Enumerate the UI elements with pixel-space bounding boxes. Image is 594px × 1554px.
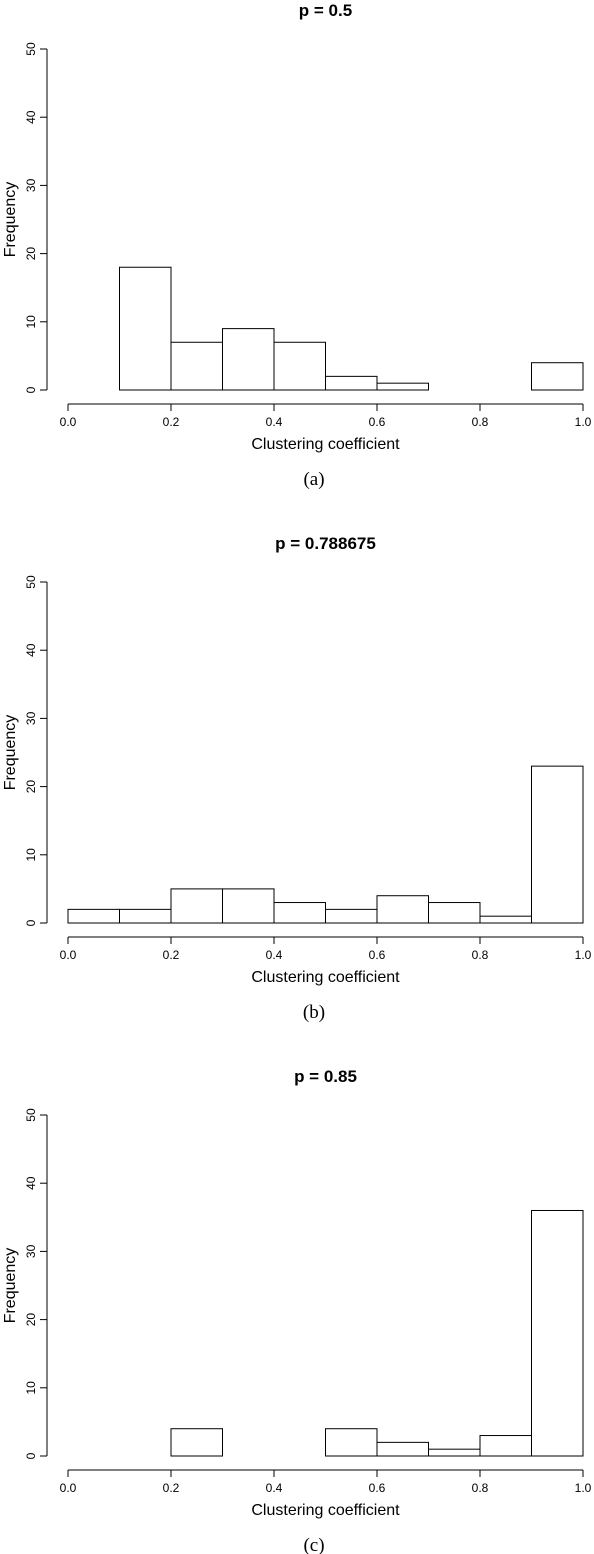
x-axis-label: Clustering coefficient [251, 1502, 400, 1519]
y-tick-label: 20 [24, 1313, 38, 1327]
y-tick-label: 0 [24, 1452, 38, 1459]
histogram-bar [273, 341, 326, 391]
x-tick-label: 0.2 [163, 415, 180, 429]
x-tick-label: 0.2 [163, 1481, 180, 1495]
x-tick-label: 1.0 [575, 948, 592, 962]
histogram-bar [67, 908, 120, 924]
y-tick-label: 40 [24, 643, 38, 657]
x-tick-label: 0.6 [369, 948, 386, 962]
x-tick-label: 1.0 [575, 1481, 592, 1495]
x-tick-label: 0.4 [266, 948, 283, 962]
histogram-bar [376, 1441, 429, 1457]
x-tick-label: 1.0 [575, 415, 592, 429]
y-tick-label: 50 [24, 1108, 38, 1122]
y-axis-label: Frequency [2, 715, 19, 791]
histogram-panel-b: p = 0.788675 0.0 0.2 0.4 0.6 0.8 1.0 0 10 20 30 40 5… [2, 534, 592, 1023]
histogram-bar [170, 341, 223, 391]
y-tick-label: 20 [24, 780, 38, 794]
x-tick-label: 0.8 [472, 948, 489, 962]
panel-caption: (a) [303, 469, 324, 490]
x-tick-label: 0.4 [266, 1481, 283, 1495]
y-tick-label: 10 [24, 1381, 38, 1395]
panel-caption: (c) [303, 1535, 324, 1554]
y-axis-label: Frequency [2, 1248, 19, 1324]
x-tick-label: 0.6 [369, 415, 386, 429]
x-tick-label: 0.6 [369, 1481, 386, 1495]
y-tick-label: 30 [24, 711, 38, 725]
y-tick-label: 30 [24, 178, 38, 192]
x-tick-label: 0.0 [60, 1481, 77, 1495]
y-tick-label: 40 [24, 1176, 38, 1190]
histogram-bar [273, 902, 326, 924]
y-tick-label: 10 [24, 848, 38, 862]
y-tick-label: 50 [24, 575, 38, 589]
x-tick-label: 0.0 [60, 415, 77, 429]
y-tick-label: 20 [24, 247, 38, 261]
x-tick-label: 0.8 [472, 1481, 489, 1495]
histogram-bar [531, 1209, 584, 1457]
histogram-bar [222, 328, 275, 391]
y-tick-label: 0 [24, 386, 38, 393]
x-tick-label: 0.0 [60, 948, 77, 962]
histogram-bar [376, 382, 429, 391]
chart-title: p = 0.5 [299, 1, 352, 20]
y-axis-label: Frequency [2, 182, 19, 258]
x-axis-label: Clustering coefficient [251, 969, 400, 986]
y-tick-label: 10 [24, 315, 38, 329]
x-tick-label: 0.4 [266, 415, 283, 429]
histogram-bar [531, 765, 584, 924]
chart-title: p = 0.85 [294, 1067, 357, 1086]
y-tick-label: 50 [24, 42, 38, 56]
y-tick-label: 0 [24, 919, 38, 926]
chart-title: p = 0.788675 [275, 534, 376, 553]
histogram-bar [170, 888, 223, 924]
y-tick-label: 40 [24, 110, 38, 124]
histogram-panel-c: p = 0.85 0.0 0.2 0.4 0.6 0.8 1.0 0 10 20 30 40 50 Clu… [2, 1067, 592, 1554]
histogram-bar [479, 1435, 532, 1457]
x-tick-label: 0.8 [472, 415, 489, 429]
histogram-bar [222, 888, 275, 924]
histogram-bar [325, 908, 378, 924]
histogram-bar [119, 908, 172, 924]
histogram-bar [119, 266, 172, 391]
y-tick-label: 30 [24, 1244, 38, 1258]
histogram-bar [531, 362, 584, 391]
x-axis-label: Clustering coefficient [251, 436, 400, 453]
histogram-panel-a: p = 0.5 0.0 0.2 0.4 0.6 0.8 1.0 0 10 20 30 40 50 Clus… [2, 1, 592, 490]
panel-caption: (b) [303, 1002, 325, 1023]
x-tick-label: 0.2 [163, 948, 180, 962]
histogram-bar [170, 1428, 223, 1457]
histogram-bar [428, 902, 481, 924]
histogram-bar [376, 895, 429, 924]
histogram-bar [479, 915, 532, 924]
histogram-bar [325, 1428, 378, 1457]
histogram-bar [428, 1448, 481, 1457]
histogram-bar [325, 375, 378, 391]
